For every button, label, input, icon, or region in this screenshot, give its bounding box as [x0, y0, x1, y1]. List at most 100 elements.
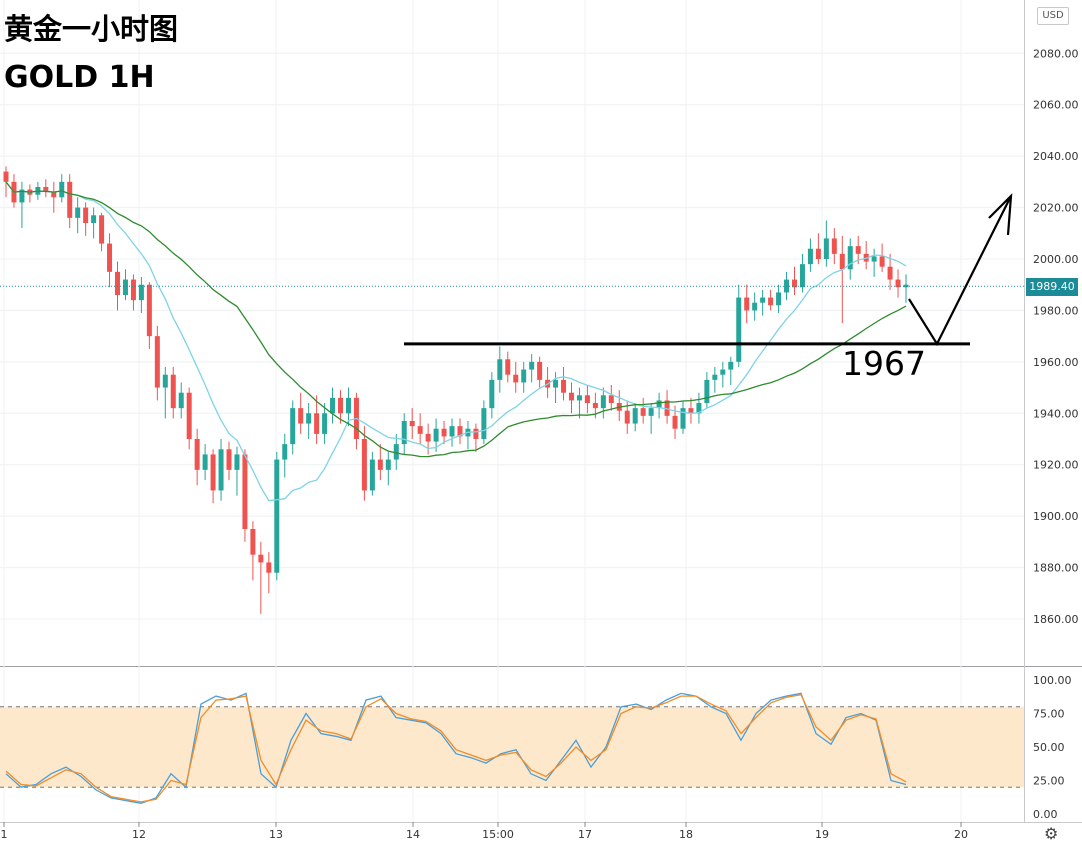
- candle-body: [401, 421, 407, 445]
- y-tick-label: 2060.00: [1033, 99, 1079, 112]
- candle-body: [736, 297, 742, 362]
- candle-body: [505, 359, 511, 375]
- candle-body: [19, 189, 25, 203]
- candle-body: [529, 361, 535, 370]
- y-tick-label: 1880.00: [1033, 562, 1079, 575]
- support-level-label: 1967: [842, 344, 926, 383]
- candle-body: [306, 413, 312, 424]
- stoch-tick-label: 100.00: [1033, 674, 1072, 687]
- x-tick-label: 17: [578, 828, 592, 841]
- candle-body: [744, 297, 750, 311]
- candle-body: [115, 271, 121, 295]
- y-tick-label: 1960.00: [1033, 356, 1079, 369]
- candle-body: [377, 459, 383, 470]
- candle-body: [807, 248, 813, 265]
- candle-body: [895, 279, 901, 288]
- candle-body: [656, 400, 662, 409]
- candle-body: [497, 359, 503, 380]
- candle-body: [672, 415, 678, 429]
- candle-body: [409, 421, 415, 427]
- y-tick-label: 2040.00: [1033, 150, 1079, 163]
- candle-body: [752, 302, 758, 311]
- candle-body: [704, 379, 710, 403]
- candle-body: [457, 426, 463, 437]
- candle-body: [385, 459, 391, 470]
- candle-body: [688, 408, 694, 414]
- candle-body: [815, 248, 821, 259]
- candle-body: [592, 403, 598, 409]
- stoch-band: [0, 706, 1024, 788]
- x-tick-label: 19: [815, 828, 829, 841]
- candle-body: [680, 408, 686, 429]
- candle-body: [67, 181, 73, 218]
- candle-body: [648, 408, 654, 416]
- candle-body: [226, 449, 232, 470]
- ma-fast-line: [5, 181, 907, 502]
- x-tick-label: 1: [1, 828, 8, 841]
- candle-body: [449, 426, 455, 437]
- candle-body: [258, 554, 264, 563]
- candle-body: [417, 426, 423, 434]
- candle-body: [369, 459, 375, 491]
- stoch-tick-label: 50.00: [1033, 741, 1065, 754]
- candle-body: [640, 408, 646, 416]
- candle-body: [345, 397, 351, 414]
- x-tick-label: 14: [406, 828, 420, 841]
- currency-badge[interactable]: USD: [1037, 7, 1069, 25]
- candle-body: [51, 192, 57, 198]
- x-tick-label: 15:00: [482, 828, 514, 841]
- candle-body: [521, 369, 527, 383]
- candle-body: [823, 238, 829, 259]
- stoch-tick-label: 75.00: [1033, 708, 1065, 721]
- candle-body: [712, 374, 718, 380]
- candle-body: [162, 374, 168, 388]
- candle-body: [202, 454, 208, 470]
- candle-body: [330, 397, 336, 414]
- x-tick-label: 18: [679, 828, 693, 841]
- candle-body: [314, 413, 320, 434]
- candle-body: [107, 243, 113, 272]
- candle-body: [600, 395, 606, 409]
- candle-body: [234, 454, 240, 470]
- candle-body: [768, 297, 774, 306]
- stoch-k-line: [5, 692, 907, 804]
- candle-body: [537, 361, 543, 380]
- candle-body: [122, 279, 128, 295]
- candle-body: [242, 454, 248, 529]
- candle-body: [138, 284, 144, 301]
- candle-body: [632, 408, 638, 424]
- gear-icon[interactable]: ⚙: [1044, 824, 1059, 843]
- candle-body: [839, 253, 845, 270]
- y-tick-label: 1900.00: [1033, 510, 1079, 523]
- candle-body: [831, 238, 837, 254]
- y-tick-label: 1980.00: [1033, 304, 1079, 317]
- candle-body: [218, 449, 224, 491]
- candle-body: [322, 413, 328, 434]
- candle-body: [481, 408, 487, 439]
- candle-body: [513, 374, 519, 383]
- y-tick-label: 1860.00: [1033, 613, 1079, 626]
- candle-body: [728, 361, 734, 370]
- candle-body: [274, 459, 280, 573]
- candle-body: [194, 439, 200, 470]
- candle-body: [624, 410, 630, 424]
- x-tick-label: 12: [132, 828, 146, 841]
- x-tick-label: 13: [269, 828, 283, 841]
- candle-body: [473, 428, 479, 439]
- candle-body: [696, 403, 702, 414]
- last-price-tag: 1989.40: [1026, 278, 1078, 296]
- y-tick-label: 1920.00: [1033, 459, 1079, 472]
- y-tick-label: 1940.00: [1033, 407, 1079, 420]
- candle-body: [553, 379, 559, 388]
- candle-body: [338, 397, 344, 414]
- candle-body: [186, 392, 192, 439]
- candle-body: [210, 454, 216, 491]
- candle-body: [760, 297, 766, 303]
- candle-body: [154, 336, 160, 388]
- candle-body: [59, 181, 65, 198]
- candle-body: [250, 529, 256, 555]
- candle-body: [576, 395, 582, 401]
- candle-body: [266, 562, 272, 573]
- stoch-tick-label: 0.00: [1033, 808, 1058, 821]
